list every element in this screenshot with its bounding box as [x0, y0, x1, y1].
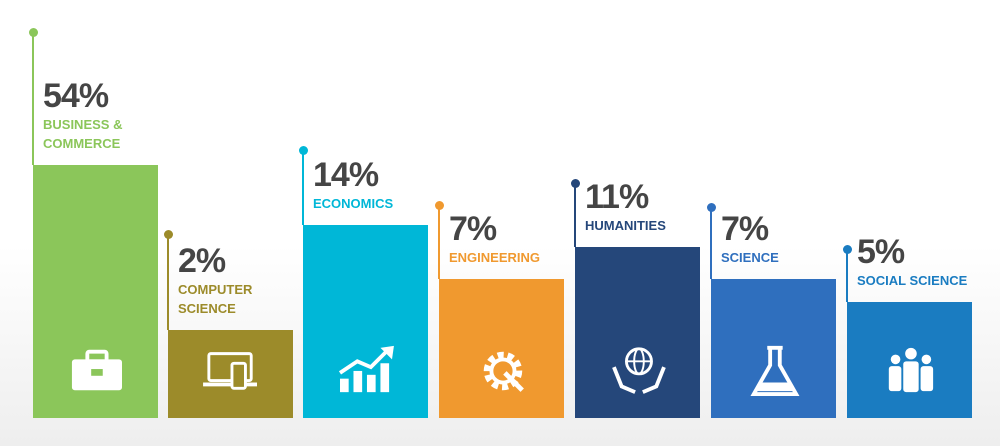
category-label: HUMANITIES: [585, 218, 666, 233]
pin-line: [32, 32, 34, 165]
category-text: 14% ECONOMICS: [313, 156, 433, 213]
category-text: 2% COMPUTER SCIENCE: [178, 242, 308, 318]
bar: [711, 279, 836, 418]
category-text: 11% HUMANITIES: [585, 178, 705, 235]
category-text: 7% SCIENCE: [721, 210, 841, 267]
category-text: 54% BUSINESS & COMMERCE: [43, 77, 123, 153]
bar: [575, 247, 700, 418]
category-label: COMPUTER SCIENCE: [178, 282, 253, 316]
pin-dot: [434, 200, 444, 210]
category-label: BUSINESS & COMMERCE: [43, 117, 123, 151]
category-icon: [202, 352, 257, 390]
category-label: SCIENCE: [721, 250, 779, 265]
percent: 14%: [313, 156, 379, 194]
category-text: 5% SOCIAL SCIENCE: [857, 233, 987, 290]
category-label: ENGINEERING: [449, 250, 541, 265]
pin-dot: [28, 27, 38, 37]
percent: 2%: [178, 242, 226, 280]
pin-dot: [163, 229, 173, 239]
category-icon: [338, 345, 394, 393]
pin-dot: [570, 178, 580, 188]
bar: [168, 330, 293, 418]
percent: 7%: [449, 210, 497, 248]
category-icon: [749, 345, 799, 396]
pin-line: [167, 234, 169, 330]
percent: 11%: [585, 178, 649, 216]
pin-dot: [706, 202, 716, 212]
pin-dot: [842, 244, 852, 254]
bar: [439, 279, 564, 418]
pin-line: [710, 207, 712, 279]
percent: 7%: [721, 210, 769, 248]
category-icon: [483, 351, 524, 392]
category-label: ECONOMICS: [313, 196, 394, 211]
pin-line: [438, 205, 440, 279]
pin-dot: [298, 145, 308, 155]
category-icon: [611, 347, 666, 394]
bar: [847, 302, 972, 418]
category-icon: [888, 347, 933, 393]
pin-line: [574, 183, 576, 247]
category-text: 7% ENGINEERING: [449, 210, 569, 267]
category-icon: [71, 349, 122, 391]
category-label: SOCIAL SCIENCE: [857, 273, 968, 288]
pin-line: [302, 150, 304, 225]
bar: [33, 165, 158, 418]
percent: 54%: [43, 77, 109, 115]
percent: 5%: [857, 233, 905, 271]
pin-line: [846, 249, 848, 302]
bar: [303, 225, 428, 418]
